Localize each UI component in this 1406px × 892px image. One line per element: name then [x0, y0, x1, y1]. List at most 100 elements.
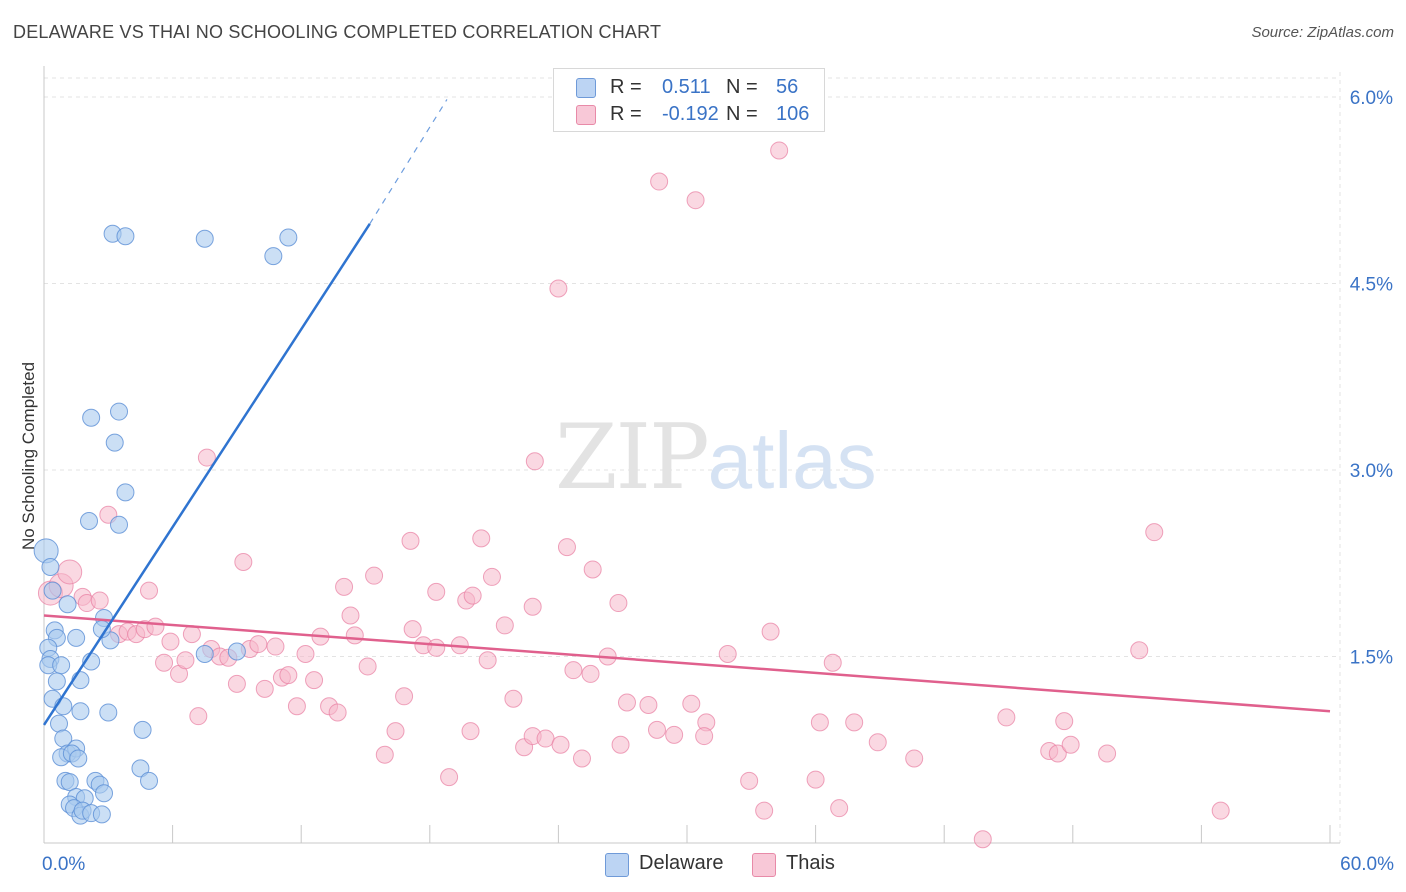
legend-r-value-delaware: 0.511 [662, 76, 711, 98]
x-tick-label: 60.0% [1340, 854, 1394, 875]
thais-point [328, 703, 347, 722]
thais-point [830, 799, 849, 818]
delaware-point [52, 656, 71, 675]
delaware-point [116, 483, 135, 502]
thais-point [1098, 744, 1117, 763]
thais-point [155, 653, 174, 672]
delaware-point [195, 229, 214, 248]
thais-point [386, 722, 405, 741]
thais-point [1211, 801, 1230, 820]
thais-point [770, 141, 789, 160]
thais-point [197, 448, 216, 467]
y-tick-label: 4.5% [1350, 275, 1393, 296]
legend-swatch-thais [576, 105, 596, 125]
thais-point [427, 582, 446, 601]
thais-point [427, 638, 446, 657]
thais-point [761, 622, 780, 641]
axes [43, 66, 1340, 844]
source-credit: Source: ZipAtlas.com [1251, 24, 1394, 41]
thais-point [395, 687, 414, 706]
thais-point [335, 577, 354, 596]
thais-point [1145, 523, 1164, 542]
delaware-point [41, 557, 60, 576]
watermark-zip: ZIP [555, 405, 710, 510]
delaware-point [82, 408, 101, 427]
thais-point [686, 191, 705, 210]
thais-point [557, 538, 576, 557]
thais-point [176, 651, 195, 670]
y-tick-label: 6.0% [1350, 88, 1393, 109]
thais-point [611, 735, 630, 754]
delaware-point [264, 247, 283, 266]
delaware-point [69, 749, 88, 768]
thais-point [650, 172, 669, 191]
thais-point [189, 707, 208, 726]
delaware-point [58, 595, 77, 614]
bottom-legend-swatch-thais [752, 853, 776, 877]
thais-point [1055, 712, 1074, 731]
thais-point [463, 586, 482, 605]
thais-point [572, 749, 591, 768]
thais-point [365, 566, 384, 585]
thais-point [845, 713, 864, 732]
chart-title: DELAWARE VS THAI NO SCHOOLING COMPLETED … [13, 22, 662, 42]
thais-point [1061, 735, 1080, 754]
bottom-legend-label-thais: Thais [786, 852, 835, 874]
thais-point [504, 689, 523, 708]
thais-point [695, 727, 714, 746]
delaware-point [80, 511, 99, 530]
delaware-point [116, 227, 135, 246]
x-tick-label: 0.0% [42, 854, 85, 875]
thais-point [740, 771, 759, 790]
delaware-point [47, 672, 66, 691]
legend-r-label: R = [610, 103, 642, 125]
delaware-point [227, 642, 246, 661]
delaware-point [131, 759, 150, 778]
thais-point [609, 594, 628, 613]
thais-point [266, 637, 285, 656]
delaware-point [110, 402, 129, 421]
thais-point [401, 531, 420, 550]
thais-point [482, 567, 501, 586]
thais-point [305, 671, 324, 690]
bottom-legend-label-delaware: Delaware [639, 852, 724, 874]
thais-point [639, 695, 658, 714]
thais-point [536, 729, 555, 748]
thais-point [227, 674, 246, 693]
delaware-point [140, 771, 159, 790]
thais-point [57, 559, 83, 585]
thais-point [523, 597, 542, 616]
thais-point [665, 725, 684, 744]
thais-point [525, 452, 544, 471]
thais-point [341, 606, 360, 625]
delaware-point [99, 703, 118, 722]
delaware-point [110, 515, 129, 534]
delaware-point [67, 628, 86, 647]
legend-n-value-thais: 106 [776, 103, 810, 125]
thais-point [495, 616, 514, 635]
y-tick-label: 3.0% [1350, 461, 1393, 482]
y-axis-label: No Schooling Completed [19, 362, 38, 550]
trend-lines [42, 99, 1331, 726]
legend-n-label: N = [726, 103, 758, 125]
delaware-point [95, 784, 114, 803]
thais-point [810, 713, 829, 732]
thais-point [682, 694, 701, 713]
thais-point [375, 745, 394, 764]
thais-point [647, 720, 666, 739]
thais-point [234, 553, 253, 572]
thais-point [90, 591, 109, 610]
thais-point [583, 560, 602, 579]
watermark: ZIPatlas [555, 405, 877, 510]
thais-point [973, 830, 992, 849]
delaware-point [105, 433, 124, 452]
stats-legend: R = 0.511 N = 56 R = -0.192 N = 106 [553, 68, 825, 132]
delaware-point [195, 645, 214, 664]
thais-trend-line [43, 614, 1331, 713]
thais-point [279, 666, 298, 685]
thais-point [461, 722, 480, 741]
thais-point [296, 645, 315, 664]
delaware-point [43, 581, 62, 600]
thais-point [472, 529, 491, 548]
